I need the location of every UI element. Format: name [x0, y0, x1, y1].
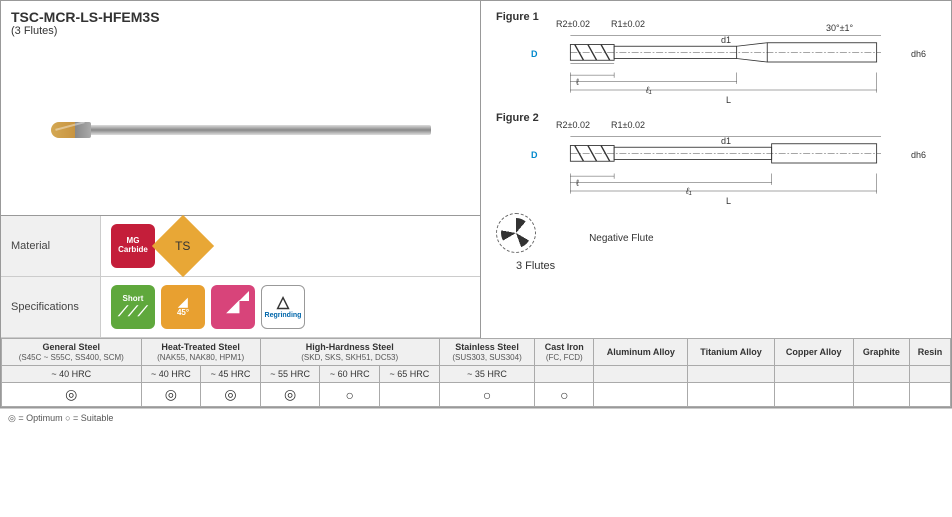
material-row: Material MG Carbide TS [1, 216, 480, 277]
hrc-cell: ~ 40 HRC [2, 366, 142, 383]
sym-cell: ◎ [260, 383, 320, 407]
col-titanium: Titanium Alloy [692, 347, 769, 357]
sym-cell: ○ [320, 383, 380, 407]
right-column: Figure 1 R2±0.02 R1±0.02 d1 30°±1° D dh6… [481, 1, 951, 338]
flute-cross-section-icon [496, 213, 536, 253]
short-badge: Short ⟋⟋⟋ [111, 285, 155, 329]
sym-cell [594, 383, 688, 407]
material-matrix-table: General Steel(S45C ~ S55C, SS400, SCM) H… [1, 338, 951, 407]
hrc-cell: ~ 55 HRC [260, 366, 320, 383]
top-section: TSC-MCR-LS-HFEM3S (3 Flutes) Material MG… [1, 1, 951, 338]
dim-r2: R2±0.02 [556, 19, 590, 29]
three-flutes-label: 3 Flutes [516, 260, 936, 272]
col-aluminum: Aluminum Alloy [598, 347, 683, 357]
sym-cell [688, 383, 774, 407]
hrc-cell: ~ 65 HRC [380, 366, 440, 383]
tool-diagram-1: R2±0.02 R1±0.02 d1 30°±1° D dh6 ℓ ℓ₁ L [496, 27, 916, 97]
sym-cell [909, 383, 950, 407]
material-label: Material [1, 216, 101, 276]
dim-r1: R1±0.02 [611, 19, 645, 29]
sym-cell [853, 383, 909, 407]
tool-diagram-2: R2±0.02 R1±0.02 d1 D dh6 ℓ ℓ₁ L [496, 128, 916, 198]
dim-r2-2: R2±0.02 [556, 120, 590, 130]
dim-d1-2: d1 [721, 136, 731, 146]
title-block: TSC-MCR-LS-HFEM3S (3 Flutes) [1, 1, 480, 45]
endmill-illustration [51, 122, 431, 138]
sym-cell: ◎ [2, 383, 142, 407]
hrc-cell: ~ 35 HRC [439, 366, 535, 383]
sym-cell: ◎ [141, 383, 201, 407]
matrix-header-row: General Steel(S45C ~ S55C, SS400, SCM) H… [2, 339, 951, 366]
figure-1-label: Figure 1 [496, 11, 539, 23]
matrix-hrc-row: ~ 40 HRC ~ 40 HRC ~ 45 HRC ~ 55 HRC ~ 60… [2, 366, 951, 383]
specifications-label: Specifications [1, 277, 101, 337]
spec-table: Material MG Carbide TS Specifications [1, 215, 480, 338]
hrc-cell: ~ 45 HRC [201, 366, 261, 383]
pink-badge: ◢ [211, 285, 255, 329]
ts-badge: TS [152, 215, 214, 277]
figure-1-diagram: Figure 1 R2±0.02 R1±0.02 d1 30°±1° D dh6… [496, 11, 936, 97]
angle-45-badge: ◢ 45° [161, 285, 205, 329]
col-graphite: Graphite [858, 347, 905, 357]
col-high-hardness: High-Hardness Steel [265, 342, 435, 352]
col-heat-treated: Heat-Treated Steel [146, 342, 256, 352]
dim-l-cursive-2: ℓ₁ [686, 186, 692, 196]
dim-l-cursive: ℓ₁ [646, 85, 652, 95]
negative-flute-label: Negative Flute [589, 233, 653, 244]
dim-L-big: L [726, 95, 731, 105]
material-icons: MG Carbide TS [101, 216, 480, 276]
tool-svg-1 [496, 27, 916, 97]
product-image-area [1, 45, 480, 215]
dim-d1: d1 [721, 35, 731, 45]
specifications-icons: Short ⟋⟋⟋ ◢ 45° ◢ △ Regrinding [101, 277, 480, 337]
sym-cell: ◎ [201, 383, 261, 407]
product-container: TSC-MCR-LS-HFEM3S (3 Flutes) Material MG… [0, 0, 952, 408]
col-stainless: Stainless Steel [444, 342, 531, 352]
hrc-cell: ~ 40 HRC [141, 366, 201, 383]
flute-diagram: Negative Flute 3 Flutes [496, 213, 936, 272]
regrinding-badge: △ Regrinding [261, 285, 305, 329]
dim-r1-2: R1±0.02 [611, 120, 645, 130]
sym-cell: ○ [439, 383, 535, 407]
dim-D: D [531, 49, 538, 59]
col-resin: Resin [914, 347, 946, 357]
col-cast-iron: Cast Iron [539, 342, 589, 352]
product-title: TSC-MCR-LS-HFEM3S [11, 9, 470, 25]
hrc-cell: ~ 60 HRC [320, 366, 380, 383]
col-general-steel: General Steel [6, 342, 137, 352]
sym-cell [380, 383, 440, 407]
dim-30deg: 30°±1° [826, 23, 853, 33]
product-subtitle: (3 Flutes) [11, 25, 470, 37]
left-column: TSC-MCR-LS-HFEM3S (3 Flutes) Material MG… [1, 1, 481, 338]
mg-carbide-badge: MG Carbide [111, 224, 155, 268]
figure-2-label: Figure 2 [496, 112, 539, 124]
dim-D-2: D [531, 150, 538, 160]
sym-cell [774, 383, 853, 407]
dim-dh6-2: dh6 [911, 150, 926, 160]
tool-svg-2 [496, 128, 916, 198]
sym-cell: ○ [535, 383, 594, 407]
tool-tip-graphic [51, 122, 91, 138]
dim-dh6: dh6 [911, 49, 926, 59]
matrix-symbol-row: ◎ ◎ ◎ ◎ ○ ○ ○ [2, 383, 951, 407]
legend-text: ◎ = Optimum ○ = Suitable [0, 408, 952, 428]
tool-shank-graphic [91, 125, 431, 135]
col-copper: Copper Alloy [779, 347, 849, 357]
dim-l-small-2: ℓ [576, 178, 579, 188]
dim-l-small: ℓ [576, 77, 579, 87]
dim-L-big-2: L [726, 196, 731, 206]
figure-2-diagram: Figure 2 R2±0.02 R1±0.02 d1 D dh6 ℓ ℓ₁ L [496, 112, 936, 198]
specifications-row: Specifications Short ⟋⟋⟋ ◢ 45° ◢ [1, 277, 480, 338]
